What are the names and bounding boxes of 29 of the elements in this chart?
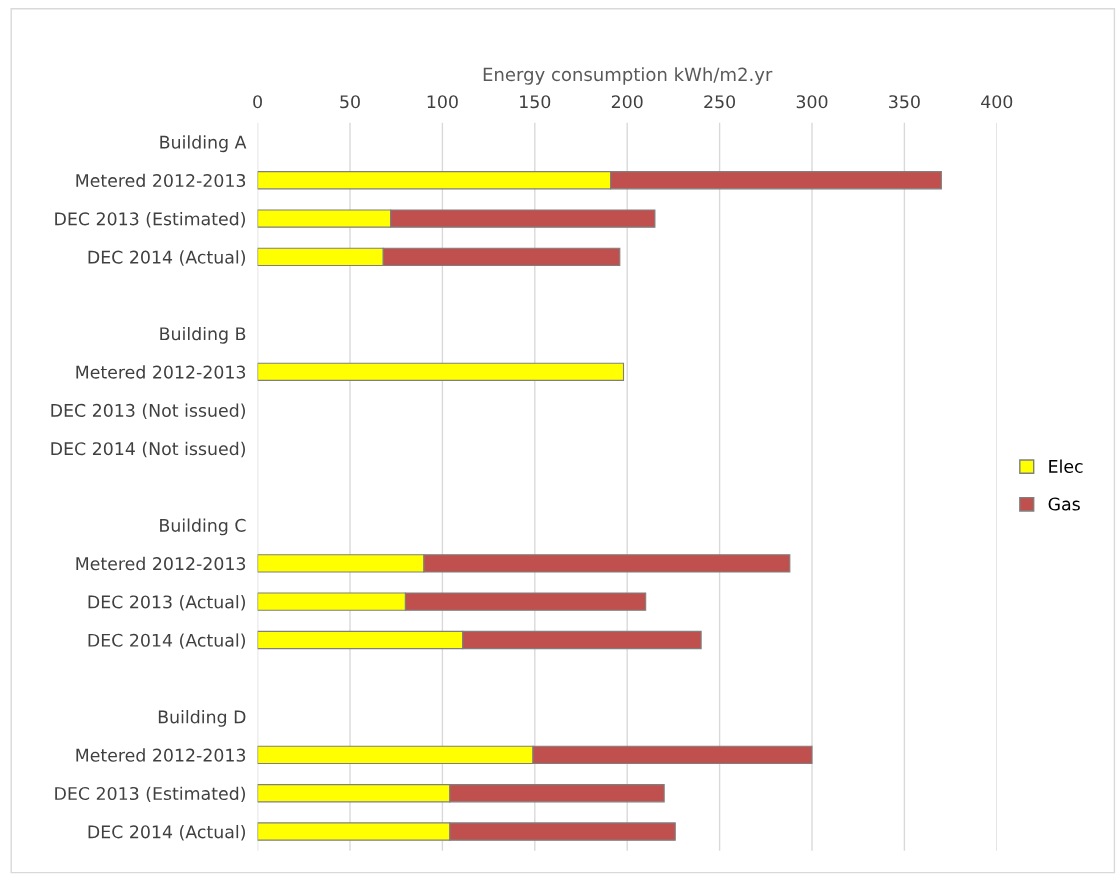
x-axis-title: Energy consumption kWh/m2.yr bbox=[483, 67, 773, 85]
y-tick-label: Metered 2012-2013 bbox=[76, 173, 246, 188]
y-tick-label: Building A bbox=[160, 135, 247, 153]
bar bbox=[257, 362, 625, 381]
y-tick-label: DEC 2014 (Actual) bbox=[88, 633, 245, 649]
y-tick-label: Building D bbox=[158, 710, 246, 727]
x-tick-label: 250 bbox=[704, 95, 736, 109]
legend-label: Elec bbox=[1049, 459, 1083, 473]
y-tick-label: Metered 2012-2013 bbox=[76, 556, 246, 571]
x-tick-label: 400 bbox=[981, 95, 1013, 109]
y-tick-label: DEC 2013 (Estimated) bbox=[55, 211, 245, 228]
y-tick-label: DEC 2013 (Estimated) bbox=[55, 786, 245, 803]
x-tick-label: 50 bbox=[340, 95, 360, 109]
x-tick-label: 0 bbox=[253, 95, 262, 109]
y-tick-label: DEC 2014 (Not issued) bbox=[51, 441, 245, 458]
x-tick-label: 100 bbox=[427, 95, 458, 109]
x-tick-label: 300 bbox=[796, 95, 828, 109]
y-tick-label: DEC 2014 (Actual) bbox=[88, 824, 245, 841]
y-tick-label: Metered 2012-2013 bbox=[76, 365, 246, 379]
x-tick-label: 150 bbox=[520, 95, 551, 109]
y-tick-label: Building C bbox=[160, 518, 246, 536]
legend-label: Gas bbox=[1048, 497, 1080, 511]
y-tick-label: DEC 2014 (Actual) bbox=[88, 250, 245, 266]
x-tick-label: 200 bbox=[611, 95, 643, 109]
y-tick-label: Metered 2012-2013 bbox=[76, 748, 246, 762]
x-tick-label: 350 bbox=[889, 95, 920, 109]
y-tick-label: DEC 2013 (Not issued) bbox=[51, 403, 245, 419]
y-tick-label: DEC 2013 (Actual) bbox=[88, 595, 245, 611]
y-tick-label: Building B bbox=[160, 326, 246, 344]
